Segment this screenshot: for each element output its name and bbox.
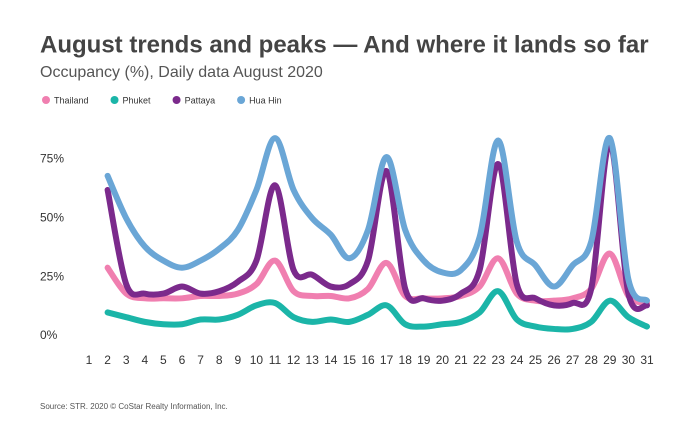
x-tick-label: 24 [510, 353, 524, 367]
legend-label: Hua Hin [249, 95, 282, 105]
legend-swatch [110, 96, 119, 104]
x-tick-label: 9 [234, 353, 241, 367]
x-tick-label: 25 [529, 353, 543, 367]
x-tick-label: 29 [603, 353, 617, 367]
legend-swatch [237, 96, 246, 104]
x-tick-label: 28 [585, 353, 599, 367]
x-tick-label: 16 [361, 353, 375, 367]
x-tick-label: 17 [380, 353, 394, 367]
x-tick-label: 2 [104, 353, 111, 367]
x-tick-label: 12 [287, 353, 301, 367]
series-line [104, 139, 650, 312]
x-tick-label: 26 [547, 353, 561, 367]
x-tick-label: 20 [436, 353, 450, 367]
x-tick-label: 13 [306, 353, 320, 367]
x-tick-label: 22 [473, 353, 487, 367]
series-line [104, 135, 650, 304]
legend-label: Thailand [54, 95, 89, 105]
x-tick-label: 15 [343, 353, 357, 367]
chart-title: August trends and peaks — And where it l… [40, 31, 649, 58]
y-tick-label: 25% [40, 269, 64, 283]
x-tick-label: 18 [399, 353, 413, 367]
x-tick-label: 27 [566, 353, 580, 367]
x-tick-label: 31 [640, 353, 654, 367]
source-note: Source: STR. 2020 © CoStar Realty Inform… [40, 402, 228, 411]
x-tick-label: 5 [160, 353, 167, 367]
chart-subtitle: Occupancy (%), Daily data August 2020 [40, 64, 323, 81]
x-tick-label: 30 [622, 353, 636, 367]
x-tick-label: 4 [141, 353, 148, 367]
legend-swatch [172, 96, 181, 104]
y-tick-label: 75% [40, 152, 64, 166]
x-tick-label: 10 [250, 353, 264, 367]
x-tick-label: 11 [269, 353, 282, 367]
legend-label: Pattaya [185, 95, 216, 105]
legend-label: Phuket [123, 95, 152, 105]
x-tick-label: 6 [179, 353, 186, 367]
x-tick-label: 23 [492, 353, 506, 367]
series-line [104, 288, 650, 333]
x-tick-label: 3 [123, 353, 130, 367]
legend-swatch [42, 96, 50, 104]
x-tick-label: 1 [86, 353, 93, 367]
y-tick-label: 50% [40, 210, 64, 224]
x-tick-label: 8 [216, 353, 223, 367]
x-tick-label: 21 [454, 353, 468, 367]
x-tick-label: 14 [324, 353, 338, 367]
x-tick-label: 19 [417, 353, 431, 367]
y-tick-label: 0% [40, 328, 58, 342]
x-tick-label: 7 [197, 353, 204, 367]
